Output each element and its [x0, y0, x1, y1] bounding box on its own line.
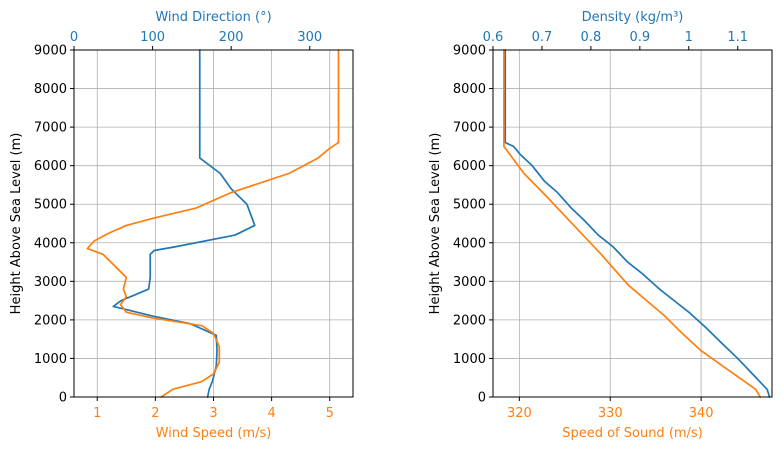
wind-top-tick-label-100: 100 [140, 30, 165, 45]
wind-speed-axis-label: Wind Speed (m/s) [156, 426, 272, 441]
wind-xtick-label-5: 5 [326, 406, 334, 421]
atmosphere-ytick-label-9000: 9000 [453, 44, 486, 59]
atmosphere-panel-ticks: 0 1000 2000 3000 4000 5000 6000 7000 8000 9000 320… [453, 30, 748, 421]
atmosphere-ytick-label-2000: 2000 [453, 313, 486, 328]
wind-series-bottom-line [86, 49, 340, 398]
wind-series-top-line [112, 49, 256, 398]
atmosphere-xtick-label-330: 330 [598, 406, 623, 421]
wind-ytick-label-5000: 5000 [34, 198, 67, 213]
density-axis-label: Density (kg/m³) [582, 10, 684, 25]
atmosphere-top-tick-label-1.1: 1.1 [727, 30, 748, 45]
wind-ytick-label-8000: 8000 [34, 82, 67, 97]
wind-ytick-label-7000: 7000 [34, 121, 67, 136]
wind-ytick-label-3000: 3000 [34, 275, 67, 290]
wind-ytick-label-0: 0 [59, 391, 67, 406]
atmosphere-top-tick-label-0.8: 0.8 [581, 30, 602, 45]
wind-panel-grid [74, 49, 353, 398]
wind-ytick-label-6000: 6000 [34, 159, 67, 174]
atmosphere-series-bottom-line [503, 49, 762, 398]
atmosphere-ytick-label-0: 0 [478, 391, 486, 406]
atmosphere-ytick-label-8000: 8000 [453, 82, 486, 97]
atmosphere-top-tick-label-1: 1 [685, 30, 693, 45]
atmosphere-top-tick-label-0.9: 0.9 [629, 30, 650, 45]
wind-direction-axis-label: Wind Direction (°) [155, 10, 271, 25]
atmosphere-ytick-label-1000: 1000 [453, 352, 486, 367]
atmosphere-top-tick-label-0.7: 0.7 [532, 30, 553, 45]
atmosphere-xtick-label-320: 320 [507, 406, 532, 421]
height-axis-label-right: Height Above Sea Level (m) [428, 133, 443, 315]
atmosphere-ytick-label-3000: 3000 [453, 275, 486, 290]
wind-top-tick-label-300: 300 [297, 30, 322, 45]
wind-panel-series [86, 49, 340, 398]
wind-ytick-label-9000: 9000 [34, 44, 67, 59]
wind-xtick-label-4: 4 [267, 406, 275, 421]
wind-ytick-label-2000: 2000 [34, 313, 67, 328]
atmosphere-panel-series [503, 49, 771, 398]
atmosphere-ytick-label-4000: 4000 [453, 236, 486, 251]
wind-top-tick-label-0: 0 [70, 30, 78, 45]
atmosphere-ytick-label-7000: 7000 [453, 121, 486, 136]
wind-xtick-label-3: 3 [209, 406, 217, 421]
wind-xtick-label-2: 2 [151, 406, 159, 421]
atmosphere-top-tick-label-0.6: 0.6 [483, 30, 504, 45]
atmosphere-xtick-label-340: 340 [689, 406, 714, 421]
atmosphere-ytick-label-6000: 6000 [453, 159, 486, 174]
wind-ytick-label-4000: 4000 [34, 236, 67, 251]
wind-top-tick-label-200: 200 [219, 30, 244, 45]
wind-xtick-label-1: 1 [93, 406, 101, 421]
speed-of-sound-axis-label: Speed of Sound (m/s) [562, 426, 703, 441]
atmosphere-panel-frame [492, 49, 773, 398]
atmosphere-ytick-label-5000: 5000 [453, 198, 486, 213]
height-axis-label-left: Height Above Sea Level (m) [9, 133, 24, 315]
wind-ytick-label-1000: 1000 [34, 352, 67, 367]
atmosphere-panel: 0 1000 2000 3000 4000 5000 6000 7000 8000 9000 320… [428, 10, 773, 441]
atmosphere-series-top-line [504, 49, 771, 398]
